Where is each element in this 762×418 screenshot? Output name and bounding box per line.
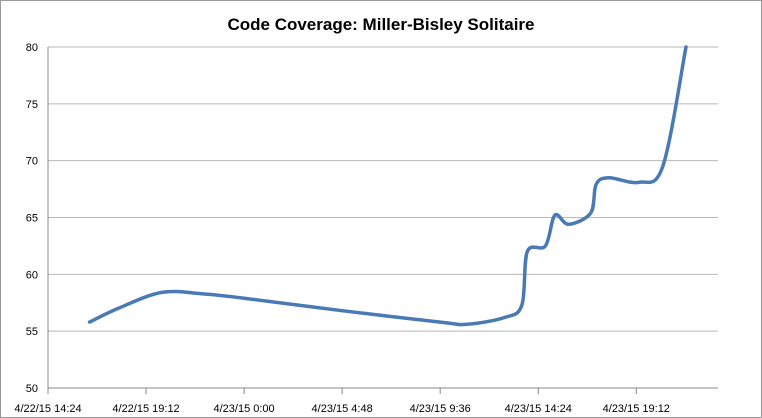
x-axis-ticks: 4/22/15 14:24 4/22/15 19:12 4/23/15 0:00 4/… — [14, 388, 670, 415]
y-tick-label: 50 — [26, 383, 38, 395]
y-tick-label: 65 — [26, 213, 38, 225]
x-tick-label: 4/23/15 0:00 — [214, 403, 275, 415]
x-tick-label: 4/23/15 14:24 — [505, 403, 572, 415]
chart-title: Code Coverage: Miller-Bisley Solitaire — [227, 15, 534, 34]
y-tick-label: 75 — [26, 99, 38, 111]
x-tick-label: 4/23/15 4:48 — [312, 403, 373, 415]
y-axis-ticks: 50 55 60 65 70 75 80 — [26, 42, 38, 395]
y-tick-label: 80 — [26, 42, 38, 54]
y-tick-label: 60 — [26, 269, 38, 281]
x-tick-label: 4/23/15 9:36 — [410, 403, 471, 415]
y-tick-label: 55 — [26, 326, 38, 338]
series-line — [87, 45, 688, 327]
x-tick-label: 4/22/15 14:24 — [14, 403, 81, 415]
x-tick-label: 4/22/15 19:12 — [112, 403, 179, 415]
x-tick-label: 4/23/15 19:12 — [603, 403, 670, 415]
gridlines — [47, 46, 718, 389]
y-tick-label: 70 — [26, 156, 38, 168]
